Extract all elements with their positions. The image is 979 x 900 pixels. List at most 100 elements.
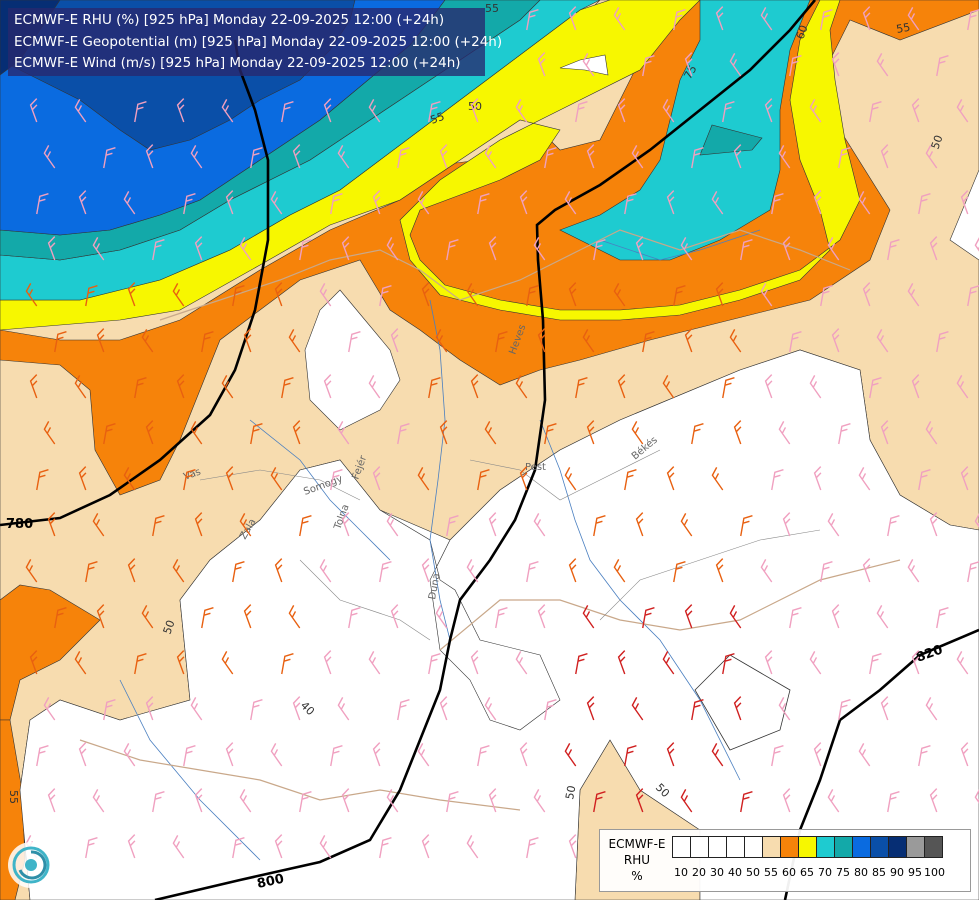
wind-barb — [827, 789, 840, 813]
wind-barb — [925, 145, 938, 169]
wind-barb — [96, 328, 105, 353]
wind-barb — [488, 788, 497, 813]
label-800: 800 — [256, 872, 286, 892]
wind-barb — [515, 99, 528, 123]
wind-barb — [390, 604, 399, 629]
wind-barb — [372, 742, 381, 767]
wind-barb — [103, 147, 116, 169]
wind-barb — [319, 559, 332, 583]
wind-barb — [593, 515, 606, 537]
title-rhu: ECMWF-E RHU (%) [925 hPa] Monday 22-09-2… — [14, 12, 445, 28]
legend-swatch — [708, 836, 727, 858]
wind-barb — [544, 423, 557, 445]
wind-barb — [348, 607, 361, 629]
wind-barb — [421, 282, 430, 307]
wind-barb — [323, 374, 332, 399]
rhu-contour-labels: 55 55 50 75 60 55 50 55 50 40 50 50 — [7, 2, 946, 804]
wind-barb — [568, 834, 577, 859]
wind-barb — [956, 651, 969, 675]
svg-text:55: 55 — [7, 790, 20, 804]
wind-barb — [880, 144, 889, 169]
wind-barb — [152, 515, 165, 537]
svg-text:55: 55 — [895, 21, 911, 36]
svg-text:Duna: Duna — [427, 572, 442, 600]
wind-barb — [684, 604, 693, 629]
wind-barb — [869, 101, 882, 123]
wind-barb — [25, 283, 38, 307]
wind-barb — [771, 469, 784, 491]
wind-barb — [439, 696, 448, 721]
wind-barb — [78, 190, 87, 215]
wind-barb — [680, 513, 693, 537]
wind-barb — [858, 467, 871, 491]
wind-barb — [911, 374, 920, 399]
legend-swatch — [870, 836, 889, 858]
wind-barb — [341, 788, 350, 813]
wind-barb — [25, 559, 38, 583]
wind-barb — [613, 7, 626, 31]
wind-barb — [292, 144, 301, 169]
wind-barb — [789, 331, 802, 353]
wind-barb — [36, 745, 49, 767]
legend-tick-label: 80 — [854, 866, 868, 879]
wind-barb — [183, 469, 196, 491]
legend-swatch — [924, 836, 943, 858]
legend-tick-label: 75 — [836, 866, 850, 879]
wind-barb — [78, 466, 87, 491]
wind-barb — [134, 101, 147, 123]
rhu-below-55-hole — [304, 289, 401, 431]
wind-barb — [152, 791, 165, 813]
wind-barb — [319, 835, 332, 859]
wind-barb — [880, 696, 889, 721]
wind-barb — [221, 375, 234, 399]
wind-barb — [907, 7, 920, 31]
wind-barb — [838, 699, 851, 721]
rhu-70-area-east — [559, 0, 811, 261]
wind-barb — [820, 285, 833, 307]
legend-swatch — [690, 836, 709, 858]
wind-barb — [484, 421, 497, 445]
wind-barb — [470, 98, 479, 123]
wind-barb — [680, 789, 693, 813]
wind-barb — [544, 147, 557, 169]
wind-barb — [428, 377, 441, 399]
wind-barb — [386, 789, 399, 813]
wind-barb — [662, 375, 675, 399]
wind-barb — [813, 190, 822, 215]
wind-barb — [929, 512, 938, 537]
wind-barb — [74, 375, 87, 399]
wind-barb — [123, 743, 136, 767]
wind-barb — [299, 791, 312, 813]
wind-barb — [250, 699, 263, 721]
wind-barb — [862, 6, 871, 31]
wind-barb — [397, 699, 410, 721]
legend-swatch — [780, 836, 799, 858]
wind-barb — [789, 607, 802, 629]
wind-barb — [526, 9, 539, 31]
wind-barb — [631, 697, 644, 721]
wind-barb — [330, 193, 343, 215]
svg-text:60: 60 — [794, 23, 811, 41]
wind-barb — [564, 743, 577, 767]
title-panel: ECMWF-E RHU (%) [925 hPa] Monday 22-09-2… — [8, 8, 502, 76]
wind-barb — [221, 99, 234, 123]
legend-tick-label: 70 — [818, 866, 832, 879]
wind-barb — [631, 145, 644, 169]
wind-barb — [103, 699, 116, 721]
wind-barb — [477, 745, 490, 767]
wind-barb — [270, 191, 283, 215]
wind-barb — [292, 696, 301, 721]
wind-barb — [201, 331, 214, 353]
wind-barb — [232, 837, 245, 859]
wind-barb — [190, 697, 203, 721]
wind-barb — [390, 328, 399, 353]
wind-barb — [715, 558, 724, 583]
wind-barb — [397, 423, 410, 445]
wind-barb — [337, 697, 350, 721]
borders — [79, 229, 901, 811]
wind-barb — [740, 239, 753, 261]
wind-barb — [782, 788, 791, 813]
wind-barb — [379, 285, 392, 307]
wind-barb — [54, 331, 67, 353]
wind-barb — [141, 605, 154, 629]
